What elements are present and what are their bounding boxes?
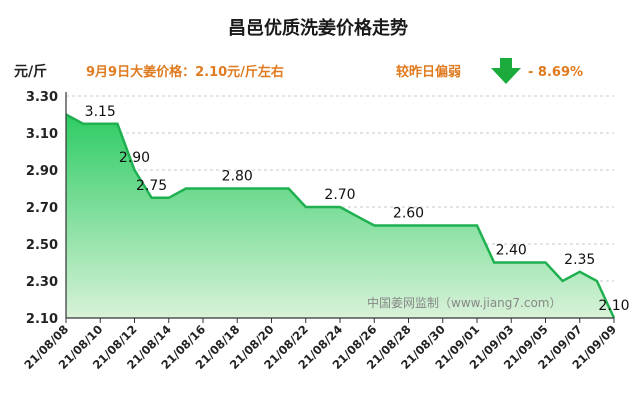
y-tick-label: 2.50 — [26, 238, 58, 253]
data-label: 2.75 — [136, 178, 167, 194]
price-note: 9月9日大姜价格：2.10元/斤左右 — [86, 64, 284, 80]
data-label: 2.70 — [324, 187, 355, 203]
price-line — [65, 113, 616, 319]
change-percent: - 8.69% — [528, 65, 583, 80]
data-label: 2.90 — [119, 150, 150, 166]
down-arrow-icon — [491, 58, 521, 84]
data-label: 3.15 — [85, 104, 116, 120]
y-tick-label: 3.30 — [26, 90, 58, 105]
x-axis-ticks: 21/08/0821/08/1021/08/1221/08/1421/08/16… — [21, 318, 619, 372]
data-labels: 3.15 2.90 2.75 2.80 2.70 2.60 2.40 2.35 2.10 — [85, 104, 630, 314]
data-label: 2.60 — [393, 206, 424, 222]
y-tick-label: 2.70 — [26, 201, 58, 216]
data-label: 2.35 — [564, 252, 595, 268]
y-axis-ticks: 2.10 2.30 2.50 2.70 2.90 3.10 3.30 — [26, 90, 58, 327]
y-tick-label: 2.10 — [26, 312, 58, 327]
watermark: 中国姜网监制（www.jiang7.com） — [367, 295, 561, 310]
unit-label: 元/斤 — [14, 63, 47, 80]
y-tick-label: 2.90 — [26, 164, 58, 179]
data-label: 2.10 — [598, 298, 629, 314]
y-tick-label: 2.30 — [26, 275, 58, 290]
data-label: 2.80 — [222, 169, 253, 185]
chart-title: 昌邑优质洗姜价格走势 — [228, 17, 408, 39]
price-area — [66, 114, 614, 318]
y-tick-label: 3.10 — [26, 127, 58, 142]
compare-label: 较昨日偏弱 — [396, 64, 461, 80]
data-label: 2.40 — [496, 243, 527, 259]
